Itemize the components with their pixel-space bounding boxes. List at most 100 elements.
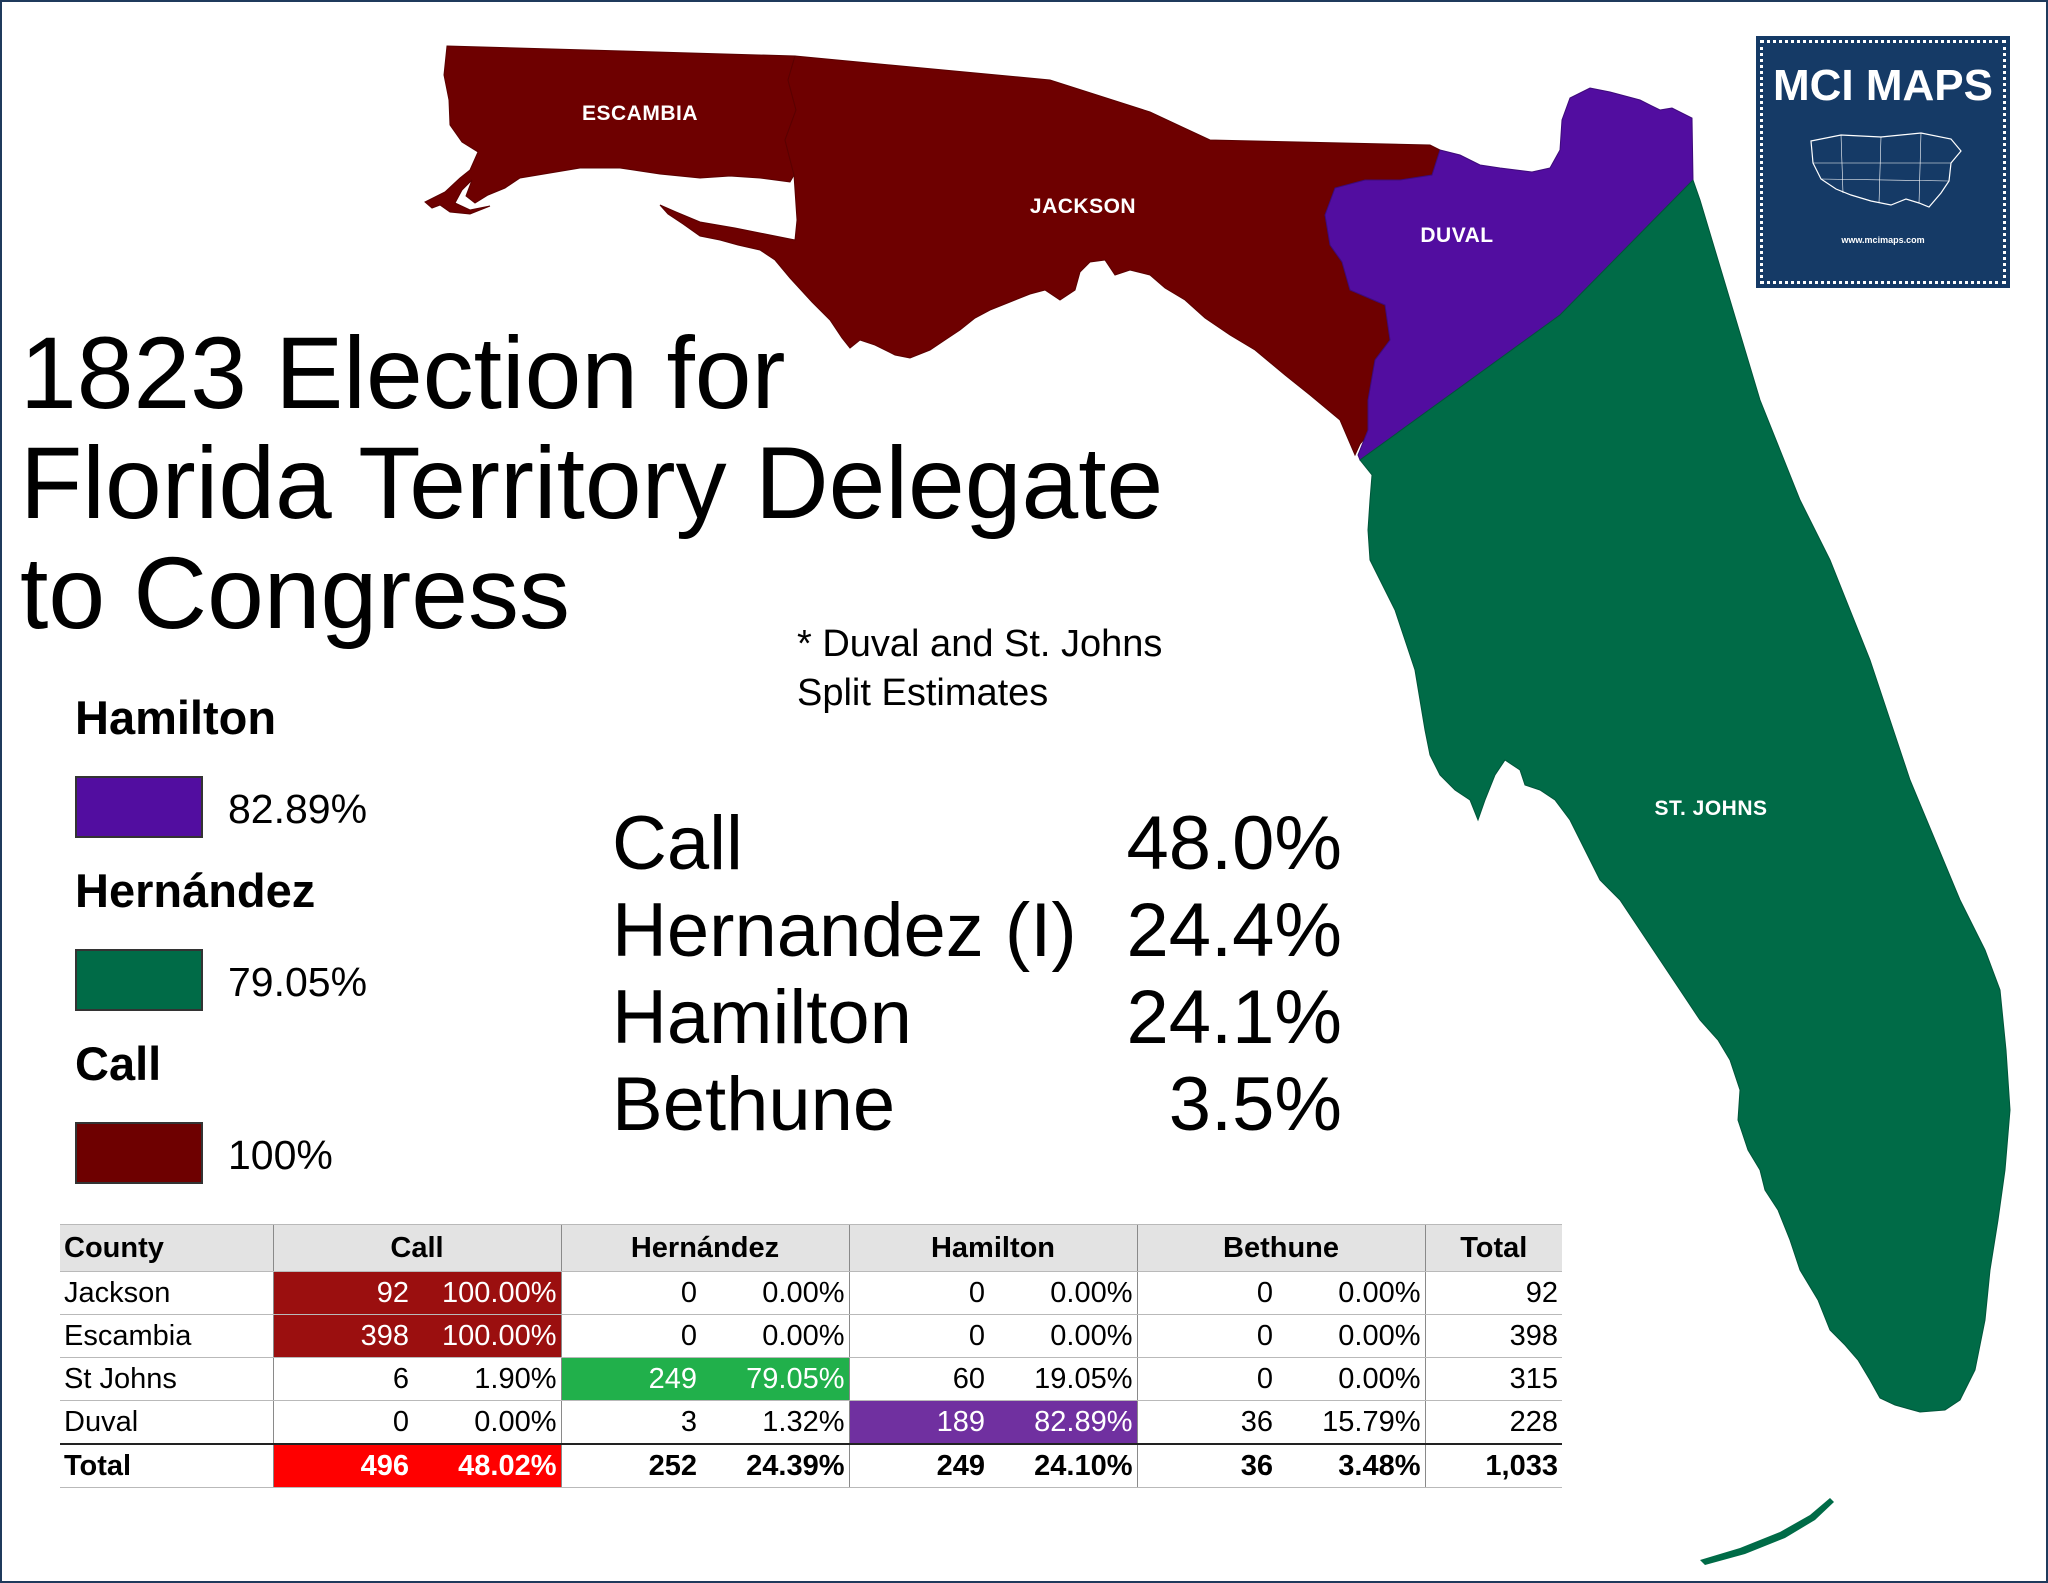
cell-call-pct: 48.02%	[413, 1443, 561, 1488]
header-hamilton: Hamilton	[848, 1224, 1137, 1272]
cell-hamilton-votes: 189	[848, 1400, 989, 1445]
table-total-row: Total 496 48.02% 252 24.39% 249 24.10% 3…	[60, 1443, 1562, 1488]
logo-title: MCI MAPS	[1773, 61, 1993, 110]
cell-bethune-pct: 0.00%	[1277, 1314, 1425, 1358]
result-row-call: Call 48.0%	[612, 800, 1342, 887]
mci-maps-logo[interactable]: MCI MAPS www.mcimaps.com	[1756, 36, 2010, 288]
title-line-1: 1823 Election for	[20, 316, 786, 430]
result-pct: 24.4%	[1126, 888, 1343, 973]
legend-swatch-call	[75, 1122, 203, 1184]
cell-hernandez-votes: 0	[560, 1271, 701, 1315]
cell-bethune-votes: 0	[1136, 1271, 1277, 1315]
legend-swatch-hamilton	[75, 776, 203, 838]
cell-hamilton-votes: 0	[848, 1314, 989, 1358]
cell-bethune-votes: 0	[1136, 1314, 1277, 1358]
cell-county: Jackson	[60, 1271, 273, 1315]
header-total: Total	[1424, 1224, 1562, 1272]
cell-bethune-pct: 0.00%	[1277, 1271, 1425, 1315]
result-name: Call	[612, 801, 743, 886]
cell-county: Escambia	[60, 1314, 273, 1358]
cell-hamilton-pct: 0.00%	[989, 1271, 1137, 1315]
cell-hamilton-pct: 19.05%	[989, 1357, 1137, 1401]
split-estimate-note: * Duval and St. Johns Split Estimates	[797, 620, 1162, 718]
note-line-2: Split Estimates	[797, 672, 1049, 714]
cell-call-pct: 100.00%	[413, 1271, 561, 1315]
cell-hernandez-votes: 0	[560, 1314, 701, 1358]
cell-call-votes: 0	[272, 1400, 413, 1445]
note-line-1: * Duval and St. Johns	[797, 623, 1163, 665]
title-line-3: to Congress	[20, 536, 570, 650]
legend-value-call: 100%	[228, 1132, 333, 1178]
legend-item-hernandez: Hernández 79.05%	[75, 863, 367, 1011]
cell-bethune-votes: 36	[1136, 1443, 1277, 1488]
county-st-johns[interactable]	[1359, 179, 2011, 1413]
cell-bethune-votes: 0	[1136, 1357, 1277, 1401]
cell-total: 315	[1424, 1357, 1562, 1401]
cell-hernandez-votes: 252	[560, 1443, 701, 1488]
table-row: St Johns 6 1.90% 249 79.05% 60 19.05% 0 …	[60, 1357, 1562, 1401]
cell-bethune-pct: 0.00%	[1277, 1357, 1425, 1401]
legend-name-call: Call	[75, 1037, 162, 1090]
cell-county: St Johns	[60, 1357, 273, 1401]
result-name: Hernandez (I)	[612, 888, 1077, 973]
table-row: Escambia 398 100.00% 0 0.00% 0 0.00% 0 0…	[60, 1314, 1562, 1358]
result-pct: 24.1%	[1126, 975, 1343, 1060]
header-bethune: Bethune	[1136, 1224, 1425, 1272]
cell-hernandez-pct: 0.00%	[701, 1314, 849, 1358]
header-hernandez: Hernández	[560, 1224, 849, 1272]
county-escambia[interactable]	[424, 45, 797, 215]
result-pct: 48.0%	[1126, 801, 1343, 886]
cell-hamilton-pct: 82.89%	[989, 1400, 1137, 1445]
legend-value-hernandez: 79.05%	[228, 959, 368, 1005]
header-call: Call	[272, 1224, 561, 1272]
result-name: Hamilton	[612, 975, 912, 1060]
legend-swatch-hernandez	[75, 949, 203, 1011]
cell-bethune-pct: 3.48%	[1277, 1443, 1425, 1488]
cell-call-pct: 1.90%	[413, 1357, 561, 1401]
statewide-results: Call 48.0% Hernandez (I) 24.4% Hamilton …	[612, 800, 1342, 1148]
cell-bethune-votes: 36	[1136, 1400, 1277, 1445]
cell-total: 228	[1424, 1400, 1562, 1445]
county-label-jackson: JACKSON	[1030, 195, 1136, 218]
cell-hernandez-pct: 24.39%	[701, 1443, 849, 1488]
cell-call-votes: 92	[272, 1271, 413, 1315]
county-label-st-johns: ST. JOHNS	[1654, 797, 1767, 820]
cell-county: Duval	[60, 1400, 273, 1445]
cell-county: Total	[60, 1443, 273, 1488]
county-results-table: County Call Hernández Hamilton Bethune T…	[60, 1224, 1562, 1488]
cell-bethune-pct: 15.79%	[1277, 1400, 1425, 1445]
cell-hernandez-votes: 3	[560, 1400, 701, 1445]
title-line-2: Florida Territory Delegate	[20, 426, 1164, 540]
result-pct: 3.5%	[1168, 1062, 1342, 1147]
county-label-escambia: ESCAMBIA	[582, 102, 698, 125]
table-row: Duval 0 0.00% 3 1.32% 189 82.89% 36 15.7…	[60, 1400, 1562, 1445]
cell-call-votes: 496	[272, 1443, 413, 1488]
logo-url: www.mcimaps.com	[1841, 235, 1925, 245]
cell-total: 398	[1424, 1314, 1562, 1358]
cell-hernandez-pct: 79.05%	[701, 1357, 849, 1401]
cell-hernandez-pct: 0.00%	[701, 1271, 849, 1315]
cell-call-pct: 0.00%	[413, 1400, 561, 1445]
result-name: Bethune	[612, 1062, 896, 1147]
legend-item-hamilton: Hamilton 82.89%	[75, 690, 367, 838]
cell-hernandez-pct: 1.32%	[701, 1400, 849, 1445]
county-label-duval: DUVAL	[1420, 224, 1493, 247]
cell-hamilton-pct: 0.00%	[989, 1314, 1137, 1358]
cell-call-votes: 398	[272, 1314, 413, 1358]
cell-hernandez-votes: 249	[560, 1357, 701, 1401]
map-title: 1823 Election for Florida Territory Dele…	[20, 318, 1320, 648]
legend-item-call: Call 100%	[75, 1036, 333, 1184]
table-header-row: County Call Hernández Hamilton Bethune T…	[60, 1224, 1562, 1272]
cell-hamilton-votes: 60	[848, 1357, 989, 1401]
legend-name-hamilton: Hamilton	[75, 691, 277, 744]
legend-name-hernandez: Hernández	[75, 864, 316, 917]
cell-call-pct: 100.00%	[413, 1314, 561, 1358]
cell-total: 1,033	[1424, 1443, 1562, 1488]
cell-hamilton-votes: 0	[848, 1271, 989, 1315]
cell-hamilton-votes: 249	[848, 1443, 989, 1488]
florida-keys	[1700, 1498, 1834, 1565]
result-row-bethune: Bethune 3.5%	[612, 1061, 1342, 1148]
legend-value-hamilton: 82.89%	[228, 786, 368, 832]
cell-hamilton-pct: 24.10%	[989, 1443, 1137, 1488]
